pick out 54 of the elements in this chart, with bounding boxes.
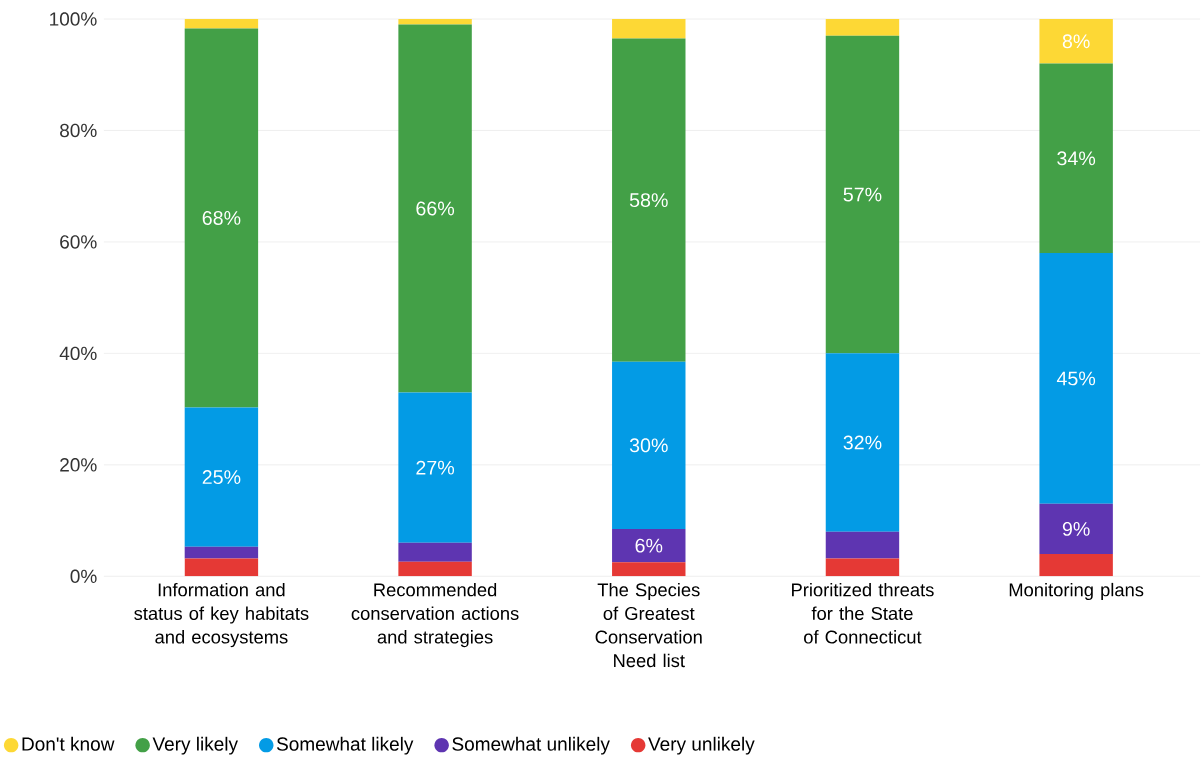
data-label: 58% <box>629 193 668 207</box>
bar <box>184 558 259 577</box>
x-tick-label: The Species of Greatest Conservation Need list <box>595 582 702 668</box>
bar <box>825 531 900 559</box>
y-tick-label: 20% <box>60 458 97 472</box>
legend-label: Very unlikely <box>648 736 755 755</box>
bar <box>612 562 686 577</box>
bar <box>1039 252 1113 504</box>
x-tick-label: Monitoring plans <box>1009 582 1144 600</box>
data-label: 34% <box>1057 151 1096 166</box>
bar <box>1039 553 1113 577</box>
bar <box>612 18 686 39</box>
bar <box>612 528 686 563</box>
data-label: 9% <box>1062 521 1090 536</box>
bar <box>398 392 472 543</box>
bar <box>825 18 900 36</box>
y-tick-label: 80% <box>60 123 97 138</box>
y-tick-label: 100% <box>50 12 97 26</box>
bar <box>612 38 686 362</box>
x-tick-label: Recommended conservation actions and strategies <box>351 582 519 648</box>
data-label: 57% <box>843 187 882 202</box>
bar <box>1039 503 1113 554</box>
bar <box>825 353 900 532</box>
data-label: 32% <box>843 435 882 450</box>
legend-label: Somewhat unlikely <box>452 736 610 755</box>
legend-label: Very likely <box>152 736 238 755</box>
data-label: 45% <box>1056 371 1096 386</box>
x-tick-label: Prioritized threats for the State of Connecticut <box>792 582 934 644</box>
x-tick-label: Information and status of key habitats and ecosystems <box>134 582 309 648</box>
bar <box>825 35 900 354</box>
bar <box>612 361 686 529</box>
data-label: 8% <box>1062 34 1090 49</box>
bar <box>184 18 259 29</box>
data-label: 6% <box>635 538 663 553</box>
bar <box>398 18 472 25</box>
data-label: 66% <box>416 201 455 216</box>
y-tick-label: 60% <box>60 235 97 249</box>
y-tick-label: 40% <box>59 346 97 361</box>
data-label: 25% <box>202 470 241 484</box>
bar <box>184 407 259 547</box>
bar <box>1039 18 1113 64</box>
bar <box>398 542 472 562</box>
legend-label: Don't know <box>22 736 115 751</box>
bar <box>398 561 472 577</box>
bar <box>825 558 900 577</box>
y-tick-label: 0% <box>70 569 97 583</box>
data-label: 68% <box>202 210 241 225</box>
bar <box>184 28 259 408</box>
legend-label: Somewhat likely <box>276 736 414 755</box>
bar <box>398 24 472 393</box>
bar <box>1039 63 1113 253</box>
data-label: 27% <box>416 460 455 475</box>
data-label: 30% <box>629 438 668 453</box>
bar <box>184 546 259 559</box>
